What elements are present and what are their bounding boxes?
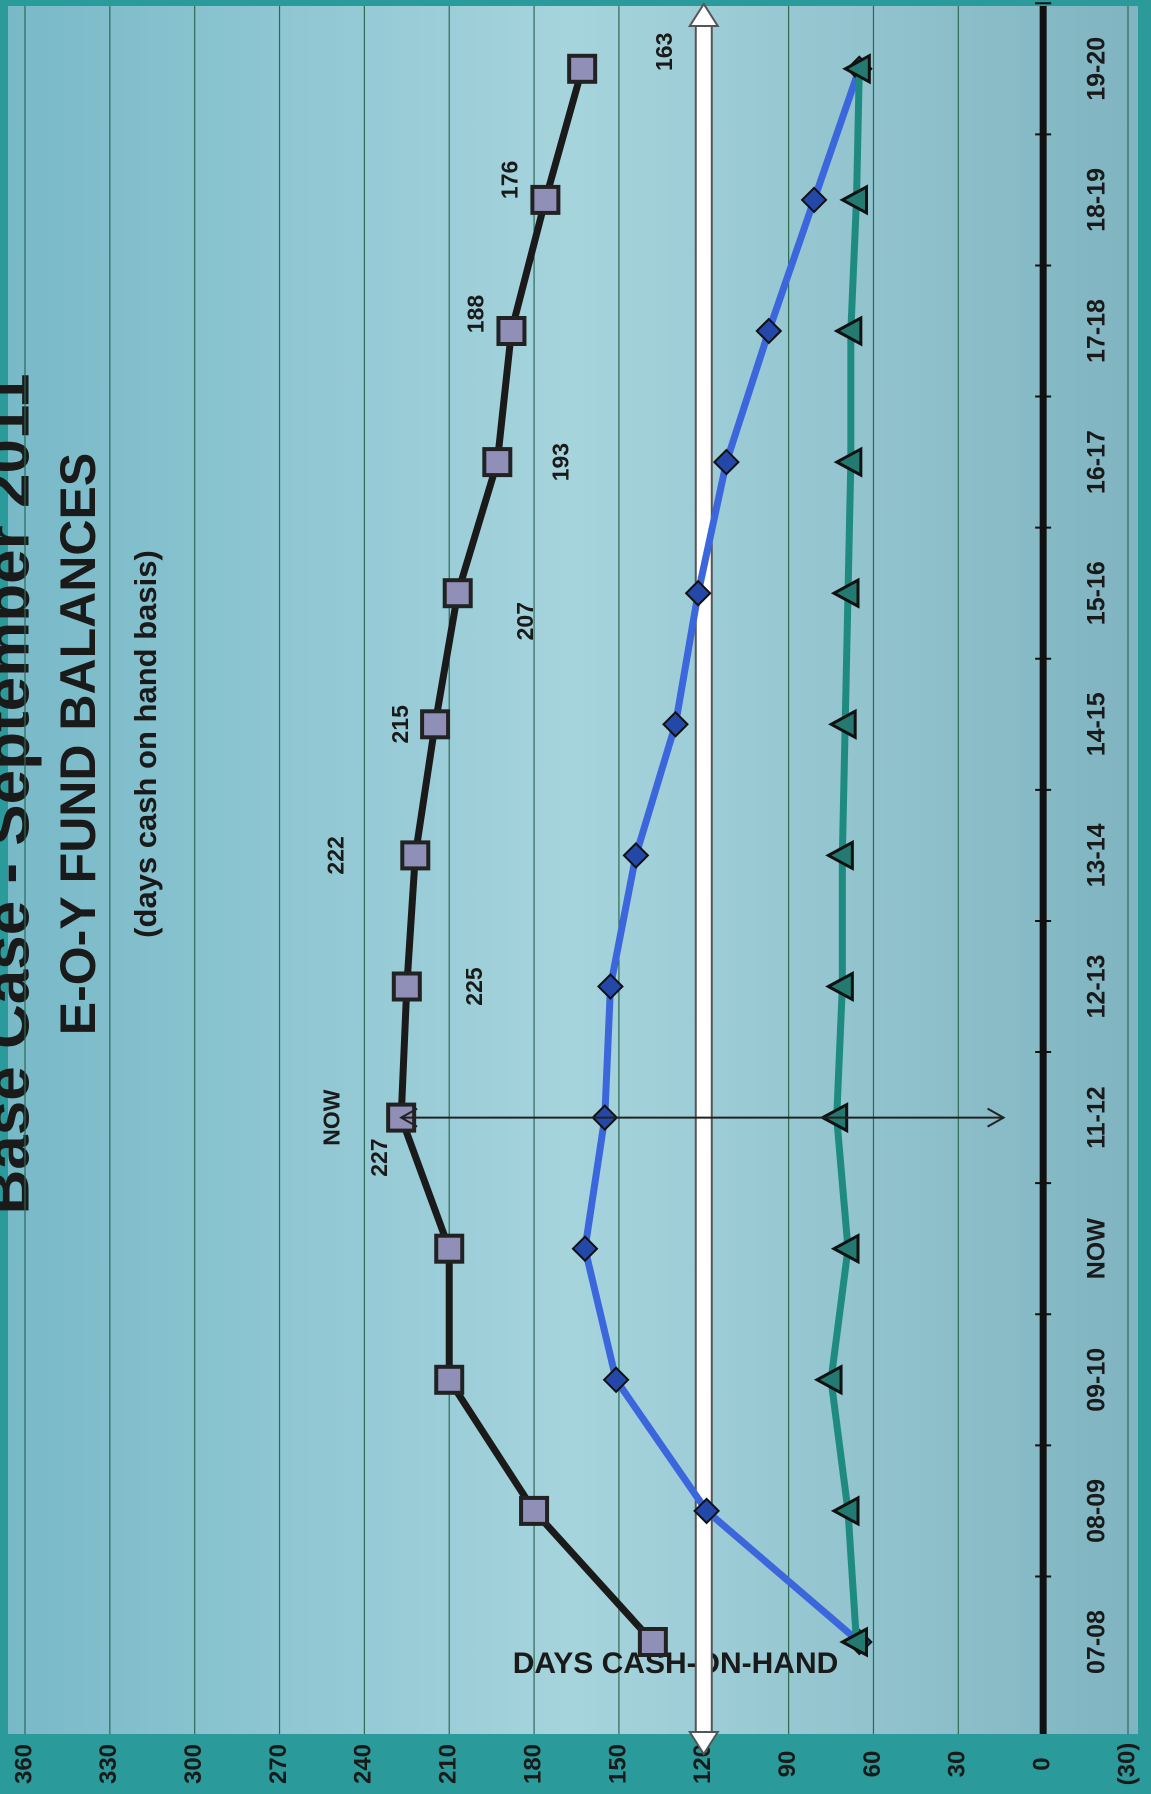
y-tick-label: 330: [95, 1744, 122, 1784]
data-label: 193: [547, 443, 573, 481]
data-label: 227: [366, 1138, 392, 1176]
data-point: [530, 184, 561, 215]
y-tick-label: 30: [944, 1751, 971, 1778]
data-point: [637, 1627, 668, 1657]
y-tick-label: 240: [350, 1744, 377, 1784]
data-label: 163: [651, 33, 677, 71]
y-tick-label: 60: [859, 1751, 886, 1778]
y-tick-label: 0: [1028, 1757, 1055, 1770]
data-point: [755, 317, 783, 345]
data-point: [712, 448, 740, 476]
x-tick-label: 12-13: [1083, 955, 1111, 1019]
data-point: [842, 53, 871, 85]
data-point: [830, 1233, 860, 1265]
y-tick-label: 150: [604, 1744, 631, 1784]
data-point: [597, 973, 624, 1000]
x-tick-label: 07-08: [1083, 1610, 1111, 1674]
x-tick-label: NOW: [1083, 1218, 1111, 1280]
data-point: [825, 839, 854, 871]
chart-title: E-O-Y FUND BALANCES: [50, 453, 106, 1035]
data-point: [839, 1626, 868, 1658]
y-tick-label: 360: [10, 1744, 37, 1784]
now-arrow-head: [399, 1107, 418, 1128]
data-label: 225: [461, 967, 487, 1006]
data-point: [391, 971, 422, 1002]
data-point: [400, 840, 431, 871]
y-tick-label: 90: [774, 1751, 801, 1778]
y-tick-label: 180: [519, 1744, 546, 1784]
data-point: [482, 447, 513, 478]
data-point: [602, 1366, 630, 1394]
y-axis-label: DAYS CASH-ON-HAND: [513, 1647, 839, 1680]
reference-arrow: [687, 2, 720, 27]
data-point: [442, 578, 473, 609]
x-tick-label: 08-09: [1083, 1479, 1111, 1543]
x-tick-label: 14-15: [1083, 692, 1111, 756]
data-point: [571, 1235, 599, 1263]
data-point: [830, 577, 860, 609]
x-tick-label: 19-20: [1083, 37, 1111, 101]
data-point: [839, 184, 868, 216]
y-tick-label: 300: [180, 1744, 207, 1784]
y-tick-label: 270: [265, 1744, 292, 1784]
x-tick-label: 15-16: [1083, 561, 1111, 625]
data-point: [833, 315, 863, 347]
now-arrow-head: [987, 1107, 1006, 1128]
x-tick-label: 11-12: [1083, 1086, 1111, 1149]
data-point: [622, 841, 650, 869]
now-label: NOW: [318, 1089, 344, 1146]
plot-area: [8, 6, 1138, 1734]
data-point: [825, 970, 854, 1003]
data-label: 188: [463, 295, 489, 334]
data-label: 222: [322, 836, 348, 874]
data-label: 215: [387, 705, 413, 744]
data-point: [434, 1364, 465, 1395]
y-tick-label: (30): [1113, 1743, 1140, 1786]
x-tick-label: 13-14: [1083, 823, 1111, 887]
data-point: [833, 446, 863, 478]
data-label: 207: [512, 602, 538, 640]
x-tick-label: 16-17: [1083, 430, 1111, 494]
super-title: Base Case - September 2011: [0, 374, 42, 1215]
data-point: [496, 316, 527, 346]
data-point: [519, 1495, 550, 1526]
data-point: [813, 1364, 843, 1396]
data-point: [830, 1495, 860, 1527]
data-point: [420, 709, 451, 740]
x-tick-label: 09-10: [1083, 1348, 1111, 1412]
reference-arrow: [687, 1731, 720, 1756]
data-point: [693, 1497, 721, 1525]
data-point: [567, 53, 598, 84]
chart-subtitle: (days cash on hand basis): [128, 550, 163, 938]
y-tick-label: 210: [435, 1744, 462, 1784]
data-point: [434, 1233, 465, 1264]
x-tick-label: 17-18: [1083, 299, 1111, 363]
data-label: 176: [496, 161, 522, 199]
x-tick-label: 18-19: [1083, 168, 1111, 232]
data-point: [800, 186, 828, 214]
data-point: [828, 708, 857, 740]
data-point: [684, 579, 712, 607]
data-point: [662, 710, 689, 738]
